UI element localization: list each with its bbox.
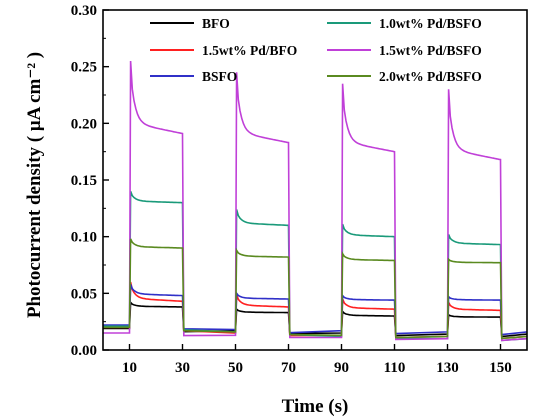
series-line (103, 238, 528, 340)
legend-label: 1.5wt% Pd/BFO (202, 43, 297, 58)
y-tick-label: 0.20 (71, 116, 97, 132)
plot-lines (103, 60, 528, 342)
legend-label: BSFO (202, 69, 237, 84)
legend-label: 1.0wt% Pd/BSFO (379, 16, 482, 31)
legend-label: 2.0wt% Pd/BSFO (379, 69, 482, 84)
axis-ticks: 10 30 50 70 90 110 130 150 0.00 0.05 0.10 0.15 0.20 0… (71, 3, 512, 376)
series-line (103, 281, 528, 340)
legend-label: BFO (202, 16, 230, 31)
series-line (103, 284, 528, 336)
y-axis-label: Photocurrent density ( μA cm⁻² ) (24, 52, 45, 318)
y-tick-label: 0.30 (71, 3, 97, 19)
series-line (103, 191, 528, 342)
series-line (103, 300, 528, 338)
x-tick-label: 30 (175, 360, 190, 376)
series-line (103, 60, 528, 342)
y-tick-label: 0.25 (71, 60, 97, 76)
x-tick-label: 70 (281, 360, 296, 376)
x-tick-label: 150 (489, 360, 512, 376)
y-tick-label: 0.05 (71, 286, 97, 302)
x-axis-label: Time (s) (282, 396, 349, 417)
y-tick-label: 0.10 (71, 230, 97, 246)
y-tick-label: 0.15 (71, 173, 97, 189)
x-tick-label: 110 (384, 360, 406, 376)
y-tick-label: 0.00 (71, 343, 97, 359)
legend-label: 1.5wt% Pd/BSFO (379, 43, 482, 58)
x-tick-label: 10 (122, 360, 137, 376)
legend: BFO 1.5wt% Pd/BFO BSFO 1.0wt% Pd/BSFO 1.5wt%… (150, 16, 482, 84)
x-tick-label: 130 (436, 360, 459, 376)
x-tick-label: 50 (228, 360, 243, 376)
x-tick-label: 90 (334, 360, 349, 376)
